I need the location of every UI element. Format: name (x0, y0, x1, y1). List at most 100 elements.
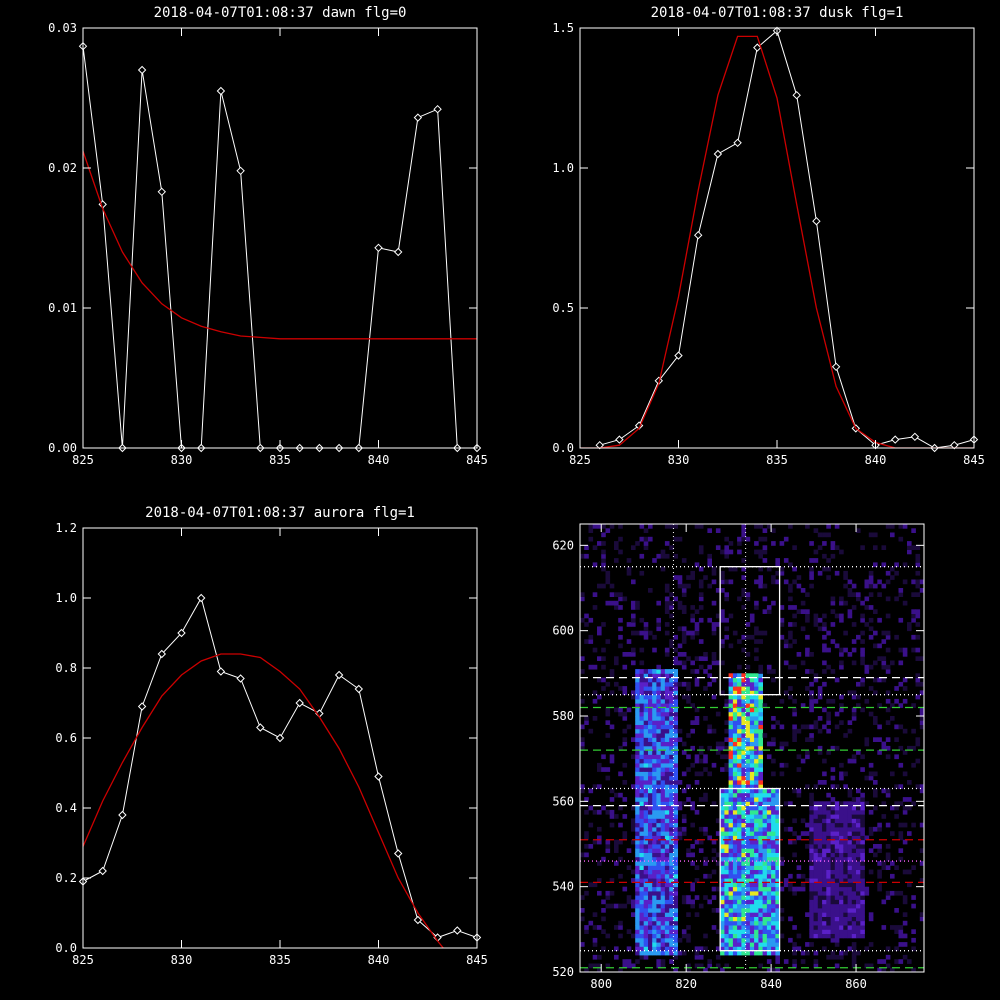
image-pixel (834, 925, 840, 930)
image-pixel (673, 647, 678, 653)
image-pixel (737, 694, 742, 700)
image-pixel (656, 741, 661, 747)
image-pixel (851, 805, 857, 811)
image-pixel (766, 942, 772, 947)
image-pixel (766, 873, 772, 879)
image-pixel (639, 630, 645, 636)
image-pixel (677, 652, 683, 657)
image-pixel (766, 844, 772, 849)
image-pixel (648, 903, 653, 909)
image-pixel (809, 839, 814, 845)
image-pixel (741, 724, 746, 730)
image-pixel (618, 634, 623, 640)
image-pixel (771, 908, 776, 913)
image-pixel (741, 848, 746, 853)
image-pixel (635, 784, 640, 789)
image-pixel (601, 677, 606, 683)
image-pixel (669, 686, 674, 691)
image-pixel (830, 856, 836, 862)
image-pixel (584, 613, 589, 619)
image-pixel (775, 720, 780, 725)
image-pixel (639, 882, 645, 888)
image-pixel (652, 694, 657, 700)
image-pixel (885, 720, 891, 725)
image-pixel (754, 942, 759, 947)
image-pixel (664, 797, 670, 802)
image-pixel (592, 605, 598, 610)
image-pixel (639, 681, 645, 687)
aurora-data-point (413, 915, 423, 925)
image-pixel (754, 724, 759, 730)
image-pixel (669, 805, 674, 811)
image-pixel (660, 716, 666, 721)
image-pixel (830, 882, 836, 888)
image-pixel (873, 780, 878, 785)
image-pixel (639, 707, 645, 713)
image-pixel (652, 775, 657, 781)
image-pixel (758, 677, 763, 683)
image-pixel (639, 771, 645, 777)
image-pixel (643, 882, 649, 888)
image-pixel (648, 737, 653, 742)
image-pixel (856, 916, 861, 922)
image-pixel (715, 588, 721, 593)
image-pixel (851, 895, 857, 900)
image-pixel (652, 707, 657, 713)
image-pixel (788, 694, 793, 700)
image-pixel (703, 895, 708, 900)
image-pixel (732, 916, 738, 922)
image-pixel (898, 959, 904, 964)
image-pixel (749, 788, 755, 794)
image-pixel (741, 929, 746, 934)
image-pixel (648, 733, 653, 738)
image-pixel (643, 899, 649, 905)
image-pixel (648, 886, 653, 892)
image-pixel (652, 826, 657, 832)
image-pixel (749, 771, 755, 777)
image-pixel (745, 592, 751, 597)
image-pixel (732, 673, 738, 678)
image-pixel (754, 818, 759, 824)
image-pixel (584, 622, 589, 627)
image-pixel (741, 839, 746, 845)
image-pixel (635, 839, 640, 845)
image-pixel (800, 882, 806, 888)
image-pixel (775, 562, 780, 568)
image-pixel (843, 869, 848, 875)
image-pixel (817, 690, 823, 696)
image-pixel (907, 869, 912, 875)
image-pixel (664, 831, 670, 836)
image-pixel (817, 716, 823, 721)
image-pixel (741, 754, 746, 760)
image-pixel (724, 596, 729, 602)
image-pixel (826, 929, 831, 934)
image-pixel (703, 831, 708, 836)
image-pixel (643, 737, 649, 742)
image-pixel (809, 912, 814, 917)
image-pixel (728, 946, 734, 952)
image-pixel (703, 652, 708, 657)
image-pixel (681, 814, 687, 819)
image-pixel (745, 809, 751, 815)
image-pixel (618, 792, 623, 798)
image-pixel (766, 609, 772, 614)
image-pixel (766, 605, 772, 610)
image-pixel (626, 639, 632, 644)
image-pixel (720, 617, 725, 623)
image-pixel (788, 882, 793, 888)
image-pixel (847, 592, 853, 597)
image-pixel (762, 865, 768, 870)
image-pixel (788, 937, 793, 943)
image-pixel (792, 950, 797, 956)
image-pixel (881, 639, 887, 644)
image-pixel (749, 758, 755, 764)
image-pixel (648, 925, 653, 930)
image-pixel (724, 912, 729, 917)
image-pixel (843, 878, 848, 883)
image-pixel (800, 959, 806, 964)
image-pixel (737, 681, 742, 687)
image-pixel (664, 852, 670, 858)
image-pixel (584, 716, 589, 721)
image-pixel (732, 818, 738, 824)
image-pixel (766, 878, 772, 883)
